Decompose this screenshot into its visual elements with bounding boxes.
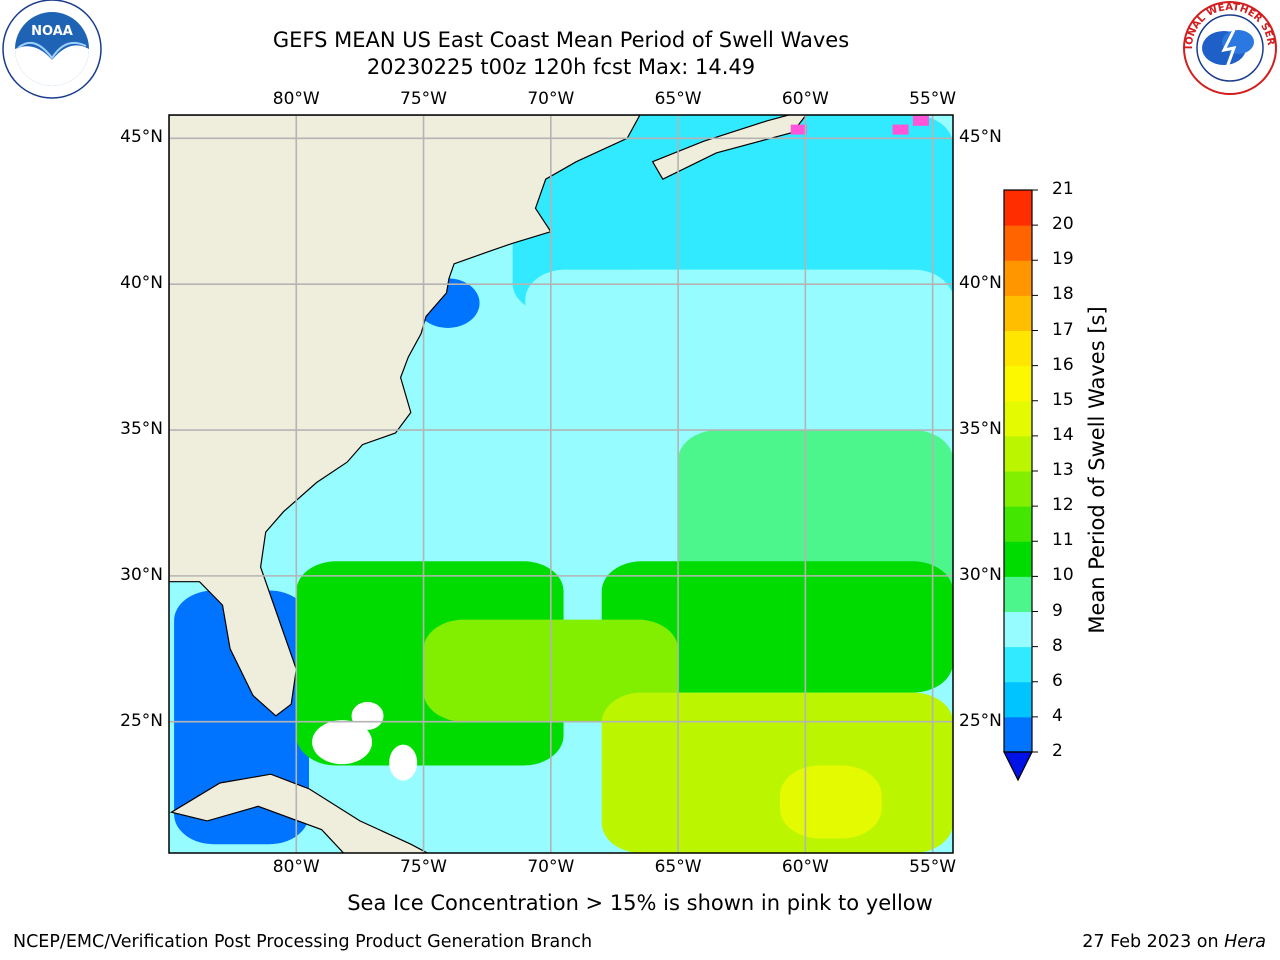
machine-name: Hera bbox=[1224, 932, 1266, 952]
swell-region bbox=[601, 561, 953, 693]
colorbar-swatch bbox=[1004, 716, 1032, 753]
colorbar-swatch bbox=[1004, 576, 1032, 612]
lat-label-right: 25°N bbox=[959, 710, 1002, 731]
noaa-logo: NOAA bbox=[2, 0, 102, 99]
colorbar-tick-label: 11 bbox=[1052, 530, 1074, 551]
colorbar-swatch bbox=[1004, 611, 1032, 648]
lon-label-top: 65°W bbox=[654, 89, 702, 109]
colorbar-tick-label: 21 bbox=[1052, 179, 1074, 199]
lon-label-top: 60°W bbox=[781, 89, 829, 109]
colorbar-label: Mean Period of Swell Waves [s] bbox=[1085, 306, 1109, 634]
colorbar-tick-label: 18 bbox=[1052, 284, 1074, 305]
swell-region bbox=[512, 115, 953, 314]
colorbar-extend-arrow bbox=[1003, 751, 1033, 782]
colorbar-tick-label: 4 bbox=[1052, 705, 1063, 726]
lat-label-left: 45°N bbox=[120, 127, 163, 148]
sea-ice-note: Sea Ice Concentration > 15% is shown in … bbox=[347, 891, 933, 915]
colorbar-tick-label: 14 bbox=[1052, 424, 1074, 445]
lat-label-right: 30°N bbox=[959, 564, 1002, 585]
sea-ice-cell bbox=[912, 115, 929, 126]
colorbar-swatch bbox=[1004, 681, 1032, 718]
lon-label-top: 75°W bbox=[400, 89, 447, 109]
colorbar-tick-label: 10 bbox=[1052, 565, 1074, 586]
colorbar-tick-label: 2 bbox=[1052, 741, 1063, 761]
colorbar-tick-label: 15 bbox=[1052, 389, 1074, 410]
colorbar-swatch bbox=[1004, 190, 1032, 226]
colorbar-tick-label: 6 bbox=[1052, 670, 1063, 691]
colorbar-swatch bbox=[1004, 471, 1032, 507]
lat-label-right: 40°N bbox=[959, 273, 1002, 294]
lat-label-right: 45°N bbox=[959, 127, 1002, 148]
colorbar-swatch bbox=[1004, 365, 1032, 402]
colorbar-tick-label: 17 bbox=[1052, 319, 1074, 340]
colorbar-tick-label: 12 bbox=[1052, 495, 1074, 516]
lon-label-bottom: 70°W bbox=[527, 857, 575, 877]
colorbar-tick-label: 16 bbox=[1052, 354, 1074, 375]
lat-label-left: 40°N bbox=[120, 273, 163, 294]
lat-label-left: 25°N bbox=[120, 710, 163, 731]
lon-label-top: 55°W bbox=[909, 89, 957, 109]
lon-label-top: 80°W bbox=[272, 89, 320, 109]
noaa-text: NOAA bbox=[31, 24, 73, 39]
cuba-land bbox=[169, 773, 429, 853]
lon-label-bottom: 80°W bbox=[272, 857, 320, 877]
colorbar-swatch bbox=[1004, 541, 1032, 577]
colorbar-swatch bbox=[1004, 295, 1032, 331]
map-frame bbox=[168, 114, 954, 854]
date-text: 27 Feb 2023 on bbox=[1082, 932, 1225, 952]
lon-label-bottom: 55°W bbox=[909, 857, 957, 877]
north-america-land bbox=[169, 115, 641, 717]
colorbar-tick-label: 19 bbox=[1052, 249, 1074, 270]
lon-label-bottom: 60°W bbox=[781, 857, 829, 877]
colorbar-swatch bbox=[1004, 260, 1032, 296]
lon-label-bottom: 65°W bbox=[654, 857, 702, 877]
swell-region bbox=[334, 430, 679, 591]
lon-label-top: 70°W bbox=[527, 89, 575, 109]
lat-label-right: 35°N bbox=[959, 419, 1002, 440]
bahamas-bank bbox=[351, 701, 384, 730]
colorbar-swatch bbox=[1004, 435, 1032, 472]
lat-label-left: 35°N bbox=[120, 419, 163, 440]
date-credit: 27 Feb 2023 on Hera bbox=[1082, 932, 1266, 952]
colorbar-tick-label: 13 bbox=[1052, 460, 1074, 480]
bahamas-bank bbox=[312, 720, 373, 765]
colorbar-swatch bbox=[1004, 400, 1032, 437]
colorbar-swatch bbox=[1004, 330, 1032, 367]
colorbar-tick-label: 9 bbox=[1052, 600, 1063, 621]
sea-ice-cell bbox=[790, 124, 807, 135]
chart-subtitle: 20230225 t00z 120h fcst Max: 14.49 bbox=[366, 55, 756, 79]
branch-credit: NCEP/EMC/Verification Post Processing Pr… bbox=[13, 932, 593, 952]
lat-label-left: 30°N bbox=[120, 564, 163, 585]
colorbar-tick-label: 8 bbox=[1052, 635, 1063, 656]
chart-title: GEFS MEAN US East Coast Mean Period of S… bbox=[272, 28, 850, 52]
sea-ice-cell bbox=[892, 124, 909, 135]
colorbar-swatch bbox=[1004, 646, 1032, 683]
lon-label-bottom: 75°W bbox=[400, 857, 447, 877]
colorbar-tick-label: 20 bbox=[1052, 214, 1074, 235]
bahamas-bank bbox=[389, 744, 418, 781]
swell-region bbox=[525, 269, 953, 431]
colorbar-swatch bbox=[1004, 506, 1032, 542]
nws-logo: NATIONAL WEATHER SERVICE bbox=[1178, 0, 1277, 95]
colorbar-swatch bbox=[1004, 225, 1032, 261]
